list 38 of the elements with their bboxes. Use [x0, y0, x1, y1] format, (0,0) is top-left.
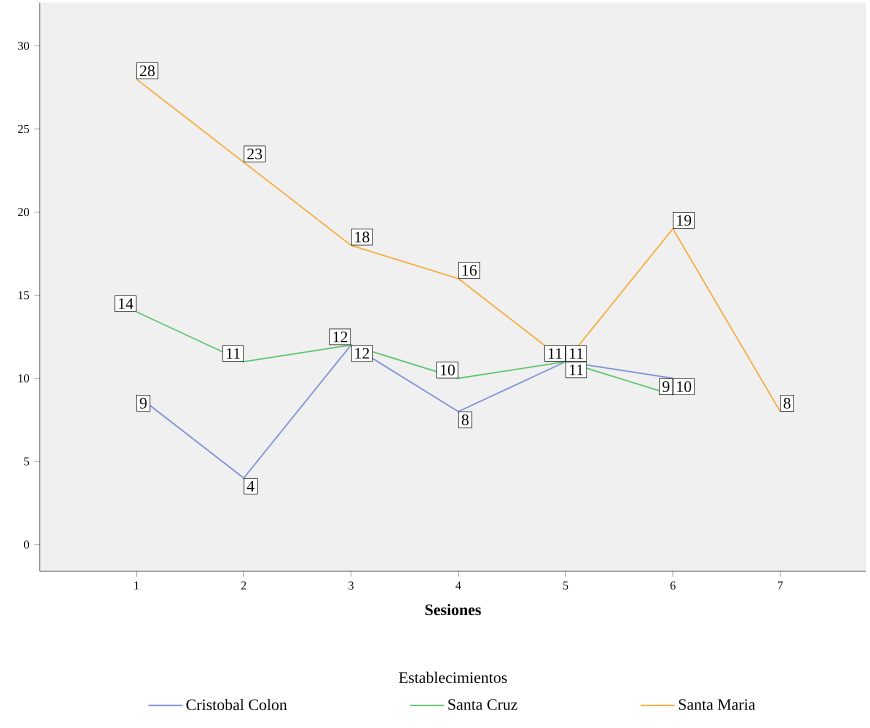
x-tick-label: 2 — [241, 582, 246, 590]
data-label: 9 — [662, 381, 670, 392]
legend-label: Cristobal Colon — [186, 699, 287, 710]
legend-label: Santa Cruz — [448, 699, 518, 710]
y-tick-label: 10 — [18, 374, 30, 382]
y-tick-label: 30 — [18, 42, 30, 50]
x-axis-title: Sesiones — [425, 604, 481, 616]
data-label: 19 — [677, 215, 692, 226]
data-label: 16 — [462, 265, 477, 276]
x-tick-label: 1 — [134, 582, 139, 590]
data-label: 12 — [334, 332, 348, 342]
data-label: 11 — [548, 348, 562, 359]
y-tick-label: 5 — [24, 458, 30, 466]
data-label: 12 — [355, 348, 369, 359]
data-label: 10 — [677, 381, 692, 392]
data-label: 8 — [784, 398, 790, 409]
legend-title: Establecimientos — [398, 672, 507, 684]
data-label: 23 — [247, 148, 262, 160]
data-label: 28 — [140, 65, 155, 76]
data-label: 9 — [140, 398, 147, 409]
x-tick-label: 3 — [348, 582, 354, 590]
x-tick-label: 4 — [456, 582, 462, 590]
x-tick-label: 7 — [778, 582, 783, 590]
legend-label: Santa Maria — [679, 699, 756, 710]
y-tick-label: 20 — [18, 208, 30, 216]
data-label: 18 — [355, 232, 370, 242]
data-label: 10 — [440, 364, 455, 376]
x-tick-label: 6 — [670, 582, 676, 590]
x-tick-label: 5 — [563, 582, 568, 590]
y-tick-label: 25 — [18, 125, 30, 134]
y-tick-label: 15 — [18, 291, 30, 300]
data-label: 8 — [462, 414, 469, 426]
data-label: 11 — [570, 348, 583, 359]
y-tick-label: 0 — [24, 540, 30, 549]
data-label: 11 — [570, 364, 583, 376]
data-label: 11 — [226, 348, 240, 359]
data-label: 14 — [118, 298, 134, 309]
data-label: 4 — [246, 481, 254, 492]
